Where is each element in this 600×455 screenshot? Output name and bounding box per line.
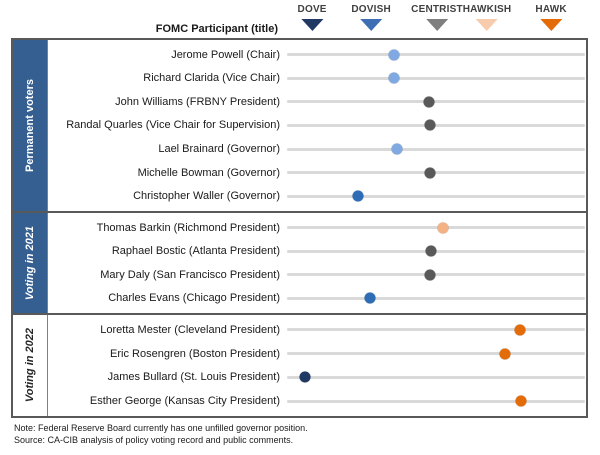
- participant-name: Raphael Bostic (Atlanta President): [111, 245, 280, 258]
- stance-dot: [499, 348, 511, 360]
- triangle-down-icon: [425, 19, 448, 31]
- stance-dot: [364, 292, 376, 304]
- position-track: [287, 49, 585, 61]
- stance-dot: [424, 167, 436, 179]
- participant-row: James Bullard (St. Louis President): [48, 368, 586, 386]
- stance-dot: [388, 49, 400, 61]
- position-track: [287, 167, 585, 179]
- scale-tick-label: DOVE: [297, 4, 327, 15]
- participant-name: Randal Quarles (Vice Chair for Supervisi…: [66, 119, 280, 132]
- section-label: Permanent voters: [24, 79, 36, 172]
- participant-name: Thomas Barkin (Richmond President): [96, 221, 280, 234]
- position-track: [287, 395, 585, 407]
- position-track: [287, 324, 585, 336]
- position-track: [287, 96, 585, 108]
- participant-name: Lael Brainard (Governor): [158, 143, 280, 156]
- participant-row: Charles Evans (Chicago President): [48, 289, 586, 307]
- triangle-down-icon: [301, 19, 324, 31]
- participant-name: Eric Rosengren (Boston President): [110, 347, 280, 360]
- participant-name: Richard Clarida (Vice Chair): [143, 72, 280, 85]
- participant-row: Esther George (Kansas City President): [48, 392, 586, 410]
- position-track: [287, 292, 585, 304]
- participant-row: Christopher Waller (Governor): [48, 187, 586, 205]
- scale-track-area: DOVE DOVISH CENTRIST HAWKISH HAWK: [285, 2, 583, 38]
- chart-header: FOMC Participant (title) DOVE DOVISH CENTR…: [11, 2, 588, 38]
- stance-dot: [424, 119, 436, 131]
- scale-tick-label: DOVISH: [351, 4, 391, 15]
- position-track: [287, 269, 585, 281]
- footnotes: Note: Federal Reserve Board currently ha…: [14, 422, 308, 446]
- stance-dot: [299, 371, 311, 383]
- scale-tick-label: HAWKISH: [462, 4, 512, 15]
- triangle-down-icon: [360, 19, 383, 31]
- participant-name: Christopher Waller (Governor): [133, 190, 280, 203]
- stance-dot: [425, 245, 437, 257]
- note-line: Note: Federal Reserve Board currently ha…: [14, 423, 308, 433]
- participant-row: Michelle Bowman (Governor): [48, 164, 586, 182]
- participant-name: Esther George (Kansas City President): [89, 395, 280, 408]
- participant-row: Mary Daly (San Francisco President): [48, 266, 586, 284]
- section: Voting in 2021 Thomas Barkin (Richmond P…: [13, 211, 586, 313]
- participant-row: Raphael Bostic (Atlanta President): [48, 242, 586, 260]
- stance-dot: [423, 96, 435, 108]
- chart-box: Permanent voters Jerome Powell (Chair) Ri…: [11, 38, 588, 418]
- scale-tick: DOVE: [298, 4, 327, 31]
- triangle-down-icon: [476, 19, 499, 31]
- position-track: [287, 222, 585, 234]
- stance-dot: [391, 143, 403, 155]
- triangle-down-icon: [540, 19, 563, 31]
- participant-row: Loretta Mester (Cleveland President): [48, 321, 586, 339]
- section-sidebar: Permanent voters: [13, 40, 48, 211]
- position-track: [287, 119, 585, 131]
- source-line: Source: CA-CIB analysis of policy voting…: [14, 435, 294, 445]
- position-track: [287, 371, 585, 383]
- section-rows: Loretta Mester (Cleveland President) Eric…: [48, 315, 586, 416]
- participant-row: Richard Clarida (Vice Chair): [48, 69, 586, 87]
- participant-name: Loretta Mester (Cleveland President): [100, 323, 280, 336]
- scale-tick-label: HAWK: [535, 4, 567, 15]
- section-label: Voting in 2021: [24, 225, 36, 301]
- participant-row: Eric Rosengren (Boston President): [48, 345, 586, 363]
- stance-dot: [388, 72, 400, 84]
- section-rows: Thomas Barkin (Richmond President) Raphae…: [48, 213, 586, 313]
- section: Voting in 2022 Loretta Mester (Cleveland…: [13, 313, 586, 416]
- position-track: [287, 72, 585, 84]
- participant-row: Thomas Barkin (Richmond President): [48, 219, 586, 237]
- participant-name: Michelle Bowman (Governor): [137, 166, 280, 179]
- participant-name: Jerome Powell (Chair): [171, 48, 280, 61]
- stance-dot: [424, 269, 436, 281]
- position-track: [287, 348, 585, 360]
- participant-row: Lael Brainard (Governor): [48, 140, 586, 158]
- participant-name: Charles Evans (Chicago President): [108, 292, 280, 305]
- stance-dot: [437, 222, 449, 234]
- participant-row: John Williams (FRBNY President): [48, 93, 586, 111]
- position-track: [287, 245, 585, 257]
- stance-dot: [352, 190, 364, 202]
- participant-row: Jerome Powell (Chair): [48, 46, 586, 64]
- stance-dot: [515, 395, 527, 407]
- position-track: [287, 190, 585, 202]
- scale-tick-label: CENTRIST: [411, 4, 463, 15]
- scale-tick: DOVISH: [351, 4, 391, 31]
- stance-dot: [514, 324, 526, 336]
- participant-name: John Williams (FRBNY President): [115, 95, 280, 108]
- section: Permanent voters Jerome Powell (Chair) Ri…: [13, 40, 586, 211]
- section-label: Voting in 2022: [24, 328, 36, 403]
- scale-tick: HAWKISH: [463, 4, 512, 31]
- scale-tick: CENTRIST: [411, 4, 463, 31]
- section-sidebar: Voting in 2021: [13, 213, 48, 313]
- participant-name: James Bullard (St. Louis President): [107, 371, 280, 384]
- participant-row: Randal Quarles (Vice Chair for Supervisi…: [48, 116, 586, 134]
- section-rows: Jerome Powell (Chair) Richard Clarida (Vi…: [48, 40, 586, 211]
- participant-name: Mary Daly (San Francisco President): [100, 268, 280, 281]
- section-sidebar: Voting in 2022: [13, 315, 48, 416]
- scale-tick: HAWK: [535, 4, 567, 31]
- participant-column-header: FOMC Participant (title): [155, 23, 278, 35]
- position-track: [287, 143, 585, 155]
